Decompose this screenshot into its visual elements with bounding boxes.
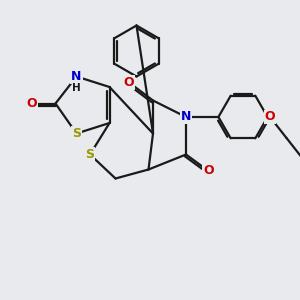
Text: O: O <box>26 97 37 110</box>
Text: S: S <box>72 127 81 140</box>
Text: O: O <box>265 110 275 124</box>
Text: H: H <box>72 83 81 93</box>
Text: O: O <box>203 164 214 178</box>
Text: N: N <box>71 70 82 83</box>
Text: N: N <box>181 110 191 124</box>
Text: S: S <box>85 148 94 161</box>
Text: O: O <box>124 76 134 89</box>
